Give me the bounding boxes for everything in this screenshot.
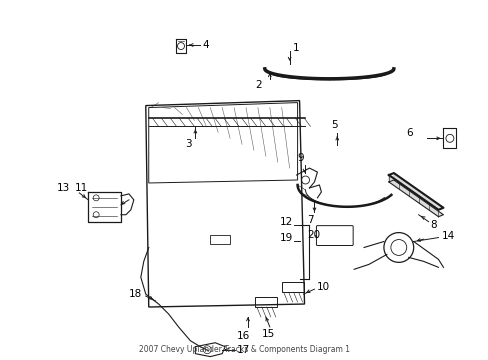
Text: 14: 14 [441,230,454,240]
Text: 13: 13 [56,183,70,193]
Text: 18: 18 [129,289,142,299]
Text: 11: 11 [74,183,87,193]
Text: 9: 9 [297,153,304,163]
Text: 12: 12 [279,217,292,227]
Text: 17: 17 [237,345,250,355]
Text: 2: 2 [254,80,261,90]
Text: 10: 10 [316,282,329,292]
Text: 5: 5 [331,121,337,130]
Text: 1: 1 [292,43,299,53]
Polygon shape [388,173,443,217]
Text: 7: 7 [307,215,313,225]
Text: 20: 20 [307,230,320,239]
Text: 3: 3 [185,139,192,149]
Text: 19: 19 [279,233,292,243]
Text: 6: 6 [406,129,412,138]
Text: 8: 8 [429,220,436,230]
Text: 4: 4 [202,40,208,50]
Text: 15: 15 [262,329,275,339]
Text: 16: 16 [237,331,250,341]
Text: 2007 Chevy Uplander Tracks & Components Diagram 1: 2007 Chevy Uplander Tracks & Components … [138,345,349,354]
